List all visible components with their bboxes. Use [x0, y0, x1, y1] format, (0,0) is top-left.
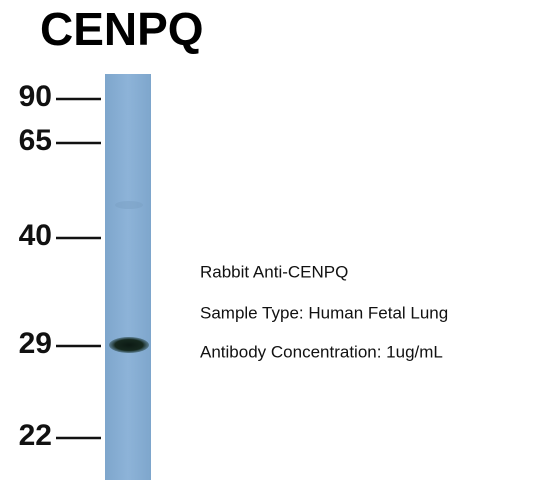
ladder: 90 65 40 29 22	[19, 80, 101, 452]
title: CENPQ	[40, 3, 204, 55]
gel-lane	[105, 74, 151, 480]
protein-band	[109, 337, 149, 353]
marker-label: 22	[19, 419, 52, 452]
marker-label: 90	[19, 80, 52, 113]
caption-line: Sample Type: Human Fetal Lung	[200, 303, 448, 322]
caption-line: Antibody Concentration: 1ug/mL	[200, 342, 443, 361]
caption-line: Rabbit Anti-CENPQ	[200, 262, 348, 281]
faint-band	[115, 201, 143, 209]
marker-label: 65	[19, 124, 52, 157]
blot-figure: CENPQ 90 65 40 29 22 Rabbit Anti-CENPQ S…	[0, 0, 540, 480]
marker-label: 29	[19, 327, 52, 360]
marker-label: 40	[19, 219, 52, 252]
